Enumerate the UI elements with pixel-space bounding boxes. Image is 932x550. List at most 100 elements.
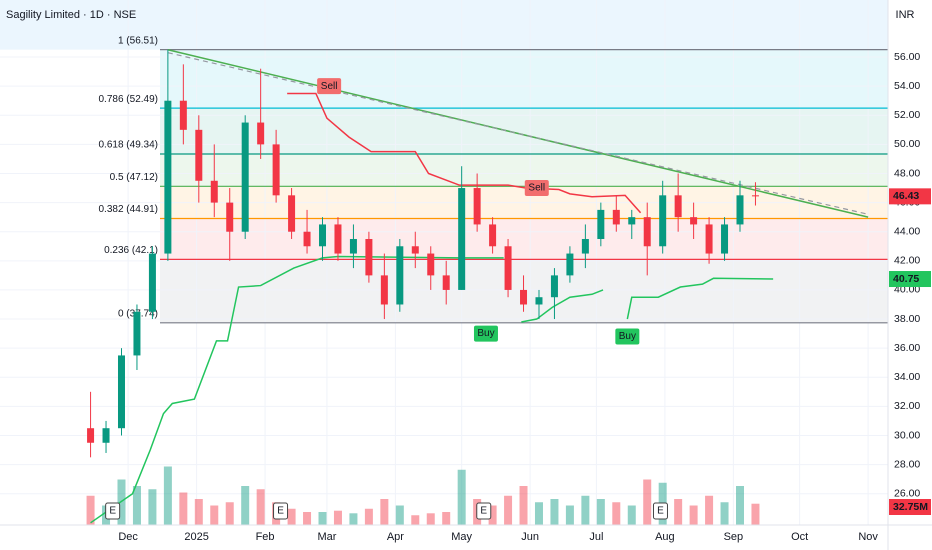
x-tick-label: Nov xyxy=(858,531,878,543)
volume-bar xyxy=(534,502,543,525)
fib-zone xyxy=(160,108,888,154)
volume-bar xyxy=(457,469,466,525)
volume-bar xyxy=(148,489,157,525)
sell-stop-line xyxy=(287,92,642,214)
signal: Buy xyxy=(615,328,640,345)
candle-body xyxy=(334,224,342,254)
event-badge xyxy=(652,502,668,520)
candle-body xyxy=(319,224,327,247)
candle-body xyxy=(705,224,713,254)
candle-body xyxy=(643,217,651,247)
y-tick-label: 52.00 xyxy=(894,109,920,121)
x-tick-label: Feb xyxy=(256,531,275,543)
event-badge xyxy=(273,502,289,520)
y-tick-label: 48.00 xyxy=(894,167,920,179)
fib-label: 0.236 (42.1) xyxy=(104,245,158,256)
trendline xyxy=(167,49,869,218)
candle-body xyxy=(87,428,95,443)
volume-bar xyxy=(179,492,188,525)
y-tick-label: 32.00 xyxy=(894,400,920,412)
event-label: E xyxy=(109,506,116,517)
volume-bar xyxy=(581,495,590,525)
volume-bar xyxy=(333,510,342,525)
candle-body xyxy=(550,275,558,298)
candle-body xyxy=(566,253,574,276)
fib-zone xyxy=(160,49,888,109)
volume-bar xyxy=(751,503,760,525)
volume-bar xyxy=(705,495,714,525)
candle-body xyxy=(195,129,203,181)
volume-bar xyxy=(380,499,389,525)
y-tick-label: 28.00 xyxy=(894,458,920,470)
x-tick-label: May xyxy=(451,531,472,543)
volume-bar xyxy=(504,495,513,525)
price-tag-label: 46.43 xyxy=(893,190,919,202)
candle-body xyxy=(628,217,636,225)
y-tick-label: 26.00 xyxy=(894,487,920,499)
volume-bar xyxy=(674,499,683,525)
candle-body xyxy=(148,253,156,312)
candle-body xyxy=(133,311,141,356)
signal-badge xyxy=(473,325,498,342)
signal-label: Buy xyxy=(619,331,636,342)
y-tick-label: 56.00 xyxy=(894,51,920,63)
candle-body xyxy=(396,246,404,305)
volume-bar xyxy=(720,502,729,525)
candle-body xyxy=(303,231,311,247)
candle-body xyxy=(721,224,729,254)
x-tick-label: Dec xyxy=(118,531,138,543)
y-tick-label: 36.00 xyxy=(894,342,920,354)
signal-label: Buy xyxy=(477,328,494,339)
y-tick-label: 38.00 xyxy=(894,313,920,325)
price-tag xyxy=(889,271,931,288)
volume-bar xyxy=(689,505,698,525)
candle-body xyxy=(179,100,187,130)
fib-label: 0.618 (49.34) xyxy=(99,140,159,151)
event-badge xyxy=(476,502,492,520)
volume-bar xyxy=(596,499,605,525)
fib-zone xyxy=(160,153,888,187)
event-badge xyxy=(105,502,121,520)
volume-bar xyxy=(225,502,234,525)
volume-bar xyxy=(488,505,497,525)
price-tag xyxy=(889,188,931,205)
volume-bar xyxy=(132,486,141,525)
y-tick-label: 54.00 xyxy=(894,80,920,92)
price-tag xyxy=(889,499,931,515)
currency: INR xyxy=(896,9,915,21)
volume-bar xyxy=(210,505,219,525)
candle-body xyxy=(210,180,218,203)
candle-body xyxy=(380,275,388,305)
candle-body xyxy=(690,217,698,225)
volume-bar xyxy=(349,513,358,525)
candle-body xyxy=(427,253,435,276)
volume-bar xyxy=(736,486,744,525)
candle-body xyxy=(751,195,759,197)
candle-body xyxy=(504,246,512,290)
candle-body xyxy=(241,122,249,232)
signal-label: Sell xyxy=(528,183,545,194)
event-label: E xyxy=(657,506,664,517)
x-tick-label: Aug xyxy=(655,531,675,543)
candle-body xyxy=(535,297,543,305)
plot-area: 1 (56.51) 0.786 (52.49) 0.618 (49.34) 0.5 (… xyxy=(0,0,888,525)
candle-body xyxy=(102,428,110,443)
candle-body xyxy=(458,188,466,290)
candle-body xyxy=(581,238,589,254)
volume-bar xyxy=(442,512,451,525)
signal: Buy xyxy=(473,325,498,342)
x-tick-label: Jul xyxy=(589,531,603,543)
volume-bar xyxy=(318,512,327,525)
volume-bar xyxy=(86,495,95,525)
x-tick-label: Jun xyxy=(521,531,539,543)
fib-zone xyxy=(160,218,888,260)
chart-title: Sagility Limited · 1D · NSE xyxy=(6,9,136,21)
candle-body xyxy=(411,246,419,254)
volume-bar xyxy=(287,508,296,525)
candle-body xyxy=(257,122,265,145)
price-tag-label: 40.75 xyxy=(893,273,919,285)
candle-body xyxy=(442,275,450,290)
candle-body xyxy=(612,209,620,225)
candle-body xyxy=(489,224,497,247)
